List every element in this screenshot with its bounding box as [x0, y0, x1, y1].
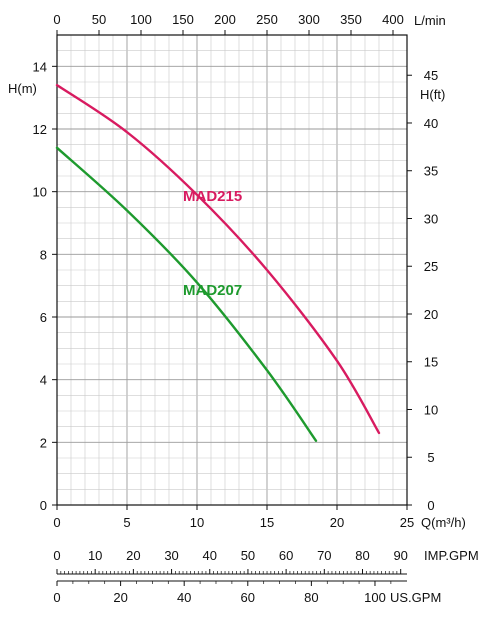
y-right-tick-label: 35	[424, 164, 438, 179]
imp-gpm-tick-label: 80	[355, 548, 369, 563]
top-unit-label: L/min	[414, 13, 446, 28]
y-left-tick-label: 8	[40, 247, 47, 262]
plot-frame	[56, 34, 408, 506]
x-tick-label: 20	[330, 515, 344, 530]
y-left-tick-label: 12	[33, 122, 47, 137]
y-right-unit-label: H(ft)	[420, 87, 445, 102]
y-left-tick-label: 14	[33, 59, 47, 74]
grid	[57, 35, 407, 505]
y-left-tick-label: 4	[40, 373, 47, 388]
us-gpm-tick-label: 40	[177, 590, 191, 605]
imp-gpm-tick-label: 50	[241, 548, 255, 563]
imp-gpm-tick-label: 30	[164, 548, 178, 563]
y-right-tick-label: 30	[424, 211, 438, 226]
series-line-mad207	[55, 146, 318, 442]
series-label-mad215: MAD215	[183, 188, 242, 205]
us-gpm-tick-label: 100	[364, 590, 386, 605]
top-tick-label: 200	[214, 12, 236, 27]
y-right-tick-label: 20	[424, 307, 438, 322]
y-right-tick-label: 0	[427, 498, 434, 513]
top-tick-label: 300	[298, 12, 320, 27]
imp-gpm-tick-label: 0	[53, 548, 60, 563]
imp-gpm-tick-label: 20	[126, 548, 140, 563]
x-tick-label: 5	[123, 515, 130, 530]
y-left-tick-label: 2	[40, 435, 47, 450]
imp-gpm-tick-label: 40	[203, 548, 217, 563]
y-right-tick-label: 40	[424, 116, 438, 131]
x-tick-label: 0	[53, 515, 60, 530]
top-tick-label: 150	[172, 12, 194, 27]
x-tick-label: 10	[190, 515, 204, 530]
top-tick-label: 250	[256, 12, 278, 27]
us-gpm-tick-label: 60	[241, 590, 255, 605]
y-left-unit-label: H(m)	[8, 81, 37, 96]
imp-gpm-tick-label: 90	[393, 548, 407, 563]
us-gpm-tick-label: 20	[113, 590, 127, 605]
us-gpm-tick-label: 0	[53, 590, 60, 605]
imp-gpm-unit-label: IMP.GPM	[424, 548, 479, 563]
y-right-tick-label: 5	[427, 450, 434, 465]
us-gpm-tick-label: 80	[304, 590, 318, 605]
y-left-tick-label: 6	[40, 310, 47, 325]
top-tick-label: 350	[340, 12, 362, 27]
imp-gpm-tick-label: 10	[88, 548, 102, 563]
y-left-tick-label: 0	[40, 498, 47, 513]
x-tick-label: 15	[260, 515, 274, 530]
axis-ticks: 0 5 10 15 20 25024681012140510152025303540450…	[33, 12, 439, 605]
y-right-tick-label: 45	[424, 68, 438, 83]
top-tick-label: 50	[92, 12, 106, 27]
y-right-tick-label: 15	[424, 355, 438, 370]
series: MAD215 MAD207	[55, 83, 381, 442]
imp-gpm-tick-label: 70	[317, 548, 331, 563]
x-unit-label: Q(m³/h)	[421, 515, 466, 530]
top-tick-label: 100	[130, 12, 152, 27]
y-right-tick-label: 10	[424, 402, 438, 417]
top-tick-label: 0	[53, 12, 60, 27]
series-label-mad207: MAD207	[183, 282, 242, 299]
y-left-tick-label: 10	[33, 185, 47, 200]
us-gpm-unit-label: US.GPM	[390, 590, 441, 605]
series-line-mad215	[55, 83, 381, 435]
top-tick-label: 400	[382, 12, 404, 27]
x-tick-label: 25	[400, 515, 414, 530]
y-right-tick-label: 25	[424, 259, 438, 274]
imp-gpm-tick-label: 60	[279, 548, 293, 563]
